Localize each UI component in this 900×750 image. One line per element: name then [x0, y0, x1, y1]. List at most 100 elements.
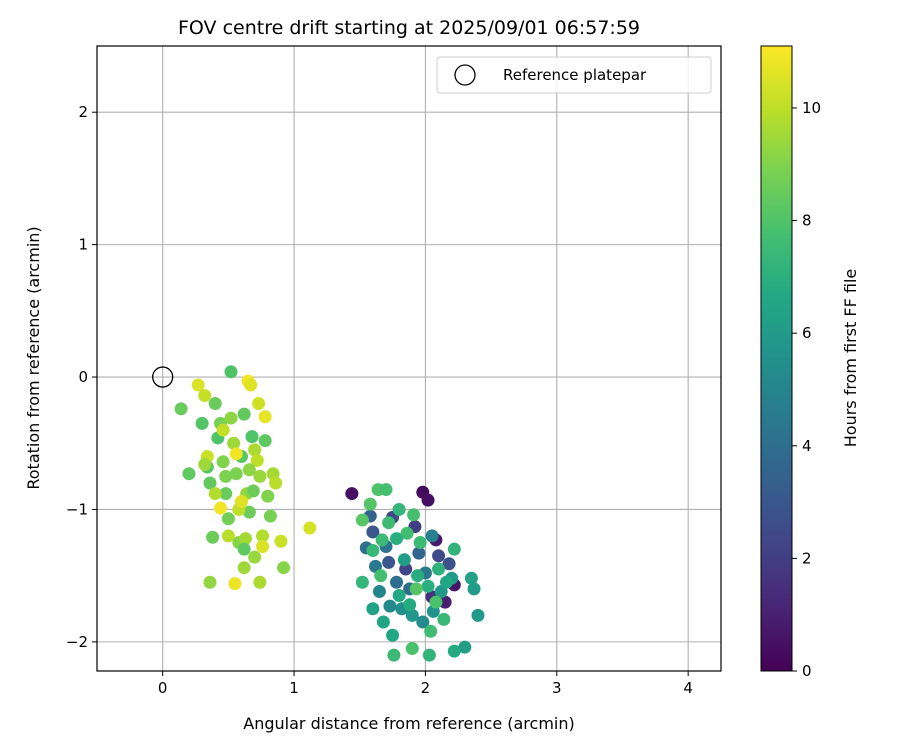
- scatter-point: [439, 575, 453, 589]
- scatter-point: [375, 533, 389, 547]
- scatter-point: [191, 378, 205, 392]
- scatter-point: [379, 483, 393, 497]
- scatter-point: [400, 526, 414, 540]
- scatter-point: [237, 561, 251, 575]
- scatter-point: [248, 443, 262, 457]
- scatter-point: [355, 575, 369, 589]
- scatter-point: [269, 476, 283, 490]
- scatter-point: [208, 487, 222, 501]
- scatter-point: [198, 389, 212, 403]
- scatter-point: [442, 557, 456, 571]
- scatter-point: [263, 509, 277, 523]
- scatter-point: [242, 463, 256, 477]
- legend-marker-open-circle: [454, 64, 476, 86]
- scatter-point: [467, 582, 481, 596]
- scatter-point: [245, 430, 259, 444]
- scatter-point: [256, 540, 270, 554]
- scatter-point: [458, 640, 472, 654]
- scatter-point: [403, 598, 417, 612]
- scatter-point: [387, 648, 401, 662]
- colorbar-ticks: 0 2 4 6 8 10: [792, 99, 821, 680]
- scatter-point: [261, 489, 275, 503]
- y-tick-label: 1: [78, 236, 88, 254]
- scatter-point: [250, 453, 264, 467]
- scatter-point: [206, 530, 220, 544]
- scatter-point: [237, 542, 251, 556]
- colorbar-tick-label: 6: [802, 324, 812, 342]
- scatter-point: [397, 553, 411, 567]
- scatter-point: [221, 512, 235, 526]
- scatter-point: [464, 571, 478, 585]
- scatter-point: [411, 569, 425, 583]
- scatter-point: [425, 529, 439, 543]
- colorbar-gradient: [760, 45, 793, 672]
- scatter-point: [422, 648, 436, 662]
- scatter-point: [224, 365, 238, 379]
- reference-marker-layer: [152, 366, 174, 388]
- scatter-point: [203, 575, 217, 589]
- data-points: [174, 365, 485, 662]
- scatter-point: [438, 595, 452, 609]
- scatter-point: [407, 508, 421, 522]
- scatter-point: [258, 410, 272, 424]
- y-tick-label: 2: [78, 103, 88, 121]
- legend: Reference platepar: [436, 56, 712, 94]
- x-axis-label: Angular distance from reference (arcmin): [243, 714, 574, 733]
- legend-entry-label: Reference platepar: [503, 66, 647, 84]
- scatter-point: [182, 467, 196, 481]
- x-tick-label: 4: [683, 679, 693, 697]
- scatter-point: [424, 624, 438, 638]
- plot-frame: [96, 45, 722, 672]
- scatter-point: [372, 585, 386, 599]
- x-axis-ticks: 0 1 2 3 4: [158, 671, 693, 697]
- scatter-point: [390, 532, 404, 546]
- y-tick-label: −2: [66, 633, 88, 651]
- scatter-point: [345, 487, 359, 501]
- x-tick-label: 1: [289, 679, 299, 697]
- scatter-point: [219, 487, 233, 501]
- scatter-point: [228, 577, 242, 591]
- scatter-point: [429, 595, 443, 609]
- colorbar-tick-label: 8: [802, 212, 812, 230]
- scatter-point: [376, 615, 390, 629]
- scatter-point: [303, 521, 317, 535]
- scatter-point: [405, 608, 419, 622]
- scatter-point: [213, 501, 227, 515]
- colorbar-tick-label: 10: [802, 99, 821, 117]
- scatter-point: [253, 469, 267, 483]
- colorbar-tick-label: 4: [802, 437, 812, 455]
- scatter-point: [258, 434, 272, 448]
- scatter-point: [229, 467, 243, 481]
- scatter-point: [274, 534, 288, 548]
- scatter-point: [252, 397, 266, 411]
- scatter-point: [405, 641, 419, 655]
- y-axis-ticks: −2 −1 0 1 2: [66, 103, 97, 651]
- y-axis-label: Rotation from reference (arcmin): [24, 226, 43, 489]
- scatter-point: [227, 436, 241, 450]
- scatter-point: [216, 455, 230, 469]
- scatter-point: [203, 476, 217, 490]
- scatter-point: [238, 532, 252, 546]
- scatter-point: [248, 550, 262, 564]
- scatter-point: [374, 569, 388, 583]
- scatter-point: [421, 493, 435, 507]
- reference-platepar-marker: [152, 366, 174, 388]
- scatter-point: [416, 615, 430, 629]
- scatter-point: [219, 469, 233, 483]
- scatter-point: [355, 513, 369, 527]
- scatter-point: [174, 402, 188, 416]
- scatter-point: [253, 575, 267, 589]
- scatter-point: [366, 602, 380, 616]
- y-tick-label: 0: [78, 368, 88, 386]
- chart-title: FOV centre drift starting at 2025/09/01 …: [178, 17, 640, 39]
- scatter-point: [363, 497, 377, 511]
- scatter-point: [208, 397, 222, 411]
- scatter-point: [421, 579, 435, 593]
- scatter-point: [392, 589, 406, 603]
- scatter-point: [229, 447, 243, 461]
- colorbar-label: Hours from first FF file: [841, 269, 860, 448]
- scatter-point: [409, 582, 423, 596]
- scatter-point: [392, 502, 406, 516]
- scatter-point: [242, 505, 256, 519]
